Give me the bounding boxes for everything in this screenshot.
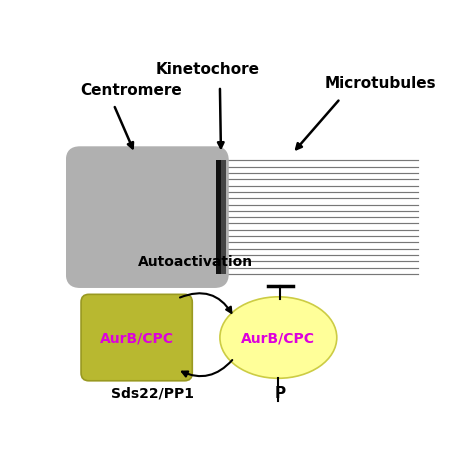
Bar (216, 161, 220, 274)
Text: Centromere: Centromere (80, 83, 182, 98)
Bar (221, 161, 226, 274)
Text: P: P (274, 385, 286, 400)
Text: Sds22/PP1: Sds22/PP1 (111, 386, 194, 400)
Text: Kinetochore: Kinetochore (155, 62, 259, 77)
Text: AurB/CPC: AurB/CPC (241, 331, 315, 345)
Ellipse shape (220, 297, 337, 379)
Text: Microtubules: Microtubules (324, 76, 436, 91)
Text: Autoactivation: Autoactivation (137, 255, 253, 269)
Text: AurB/CPC: AurB/CPC (100, 331, 173, 345)
FancyBboxPatch shape (81, 295, 192, 381)
FancyBboxPatch shape (66, 147, 229, 288)
